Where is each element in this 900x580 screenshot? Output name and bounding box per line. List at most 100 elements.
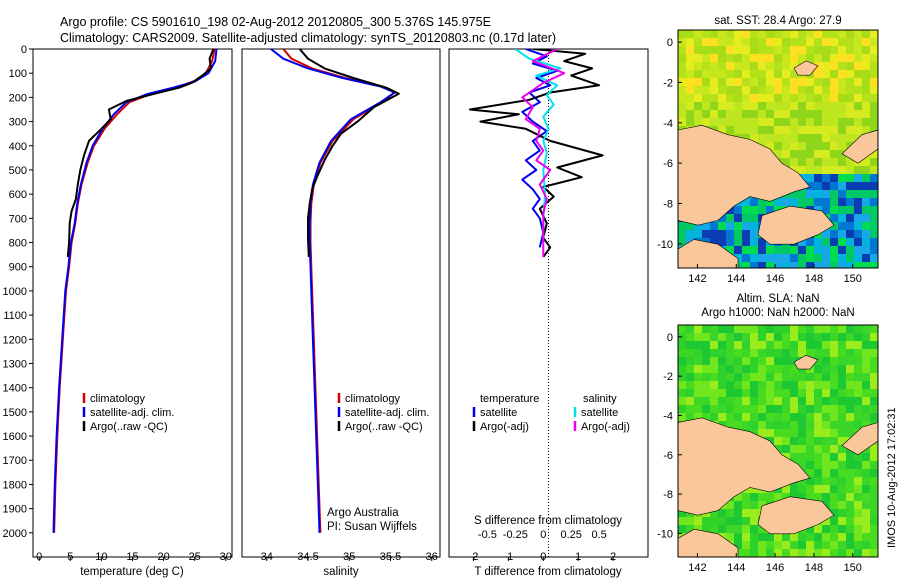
- map-cell: [734, 349, 742, 357]
- map-cell: [750, 102, 758, 110]
- salinity-plot: [270, 49, 400, 533]
- map-cell: [790, 118, 798, 126]
- map-cell: [822, 246, 830, 254]
- map-cell: [806, 437, 814, 445]
- legend-entry-label: satellite-adj. clim.: [345, 407, 429, 419]
- map-cell: [758, 405, 766, 413]
- map-cell: [870, 357, 878, 365]
- map-cell: [822, 365, 830, 373]
- map-cell: [870, 254, 878, 262]
- map-cell: [702, 517, 710, 525]
- map-cell: [742, 413, 750, 421]
- map-cell: [830, 94, 838, 102]
- map-cell: [694, 325, 702, 333]
- map-cell: [806, 134, 814, 142]
- map-cell: [830, 485, 838, 493]
- map-cell: [790, 485, 798, 493]
- map-cell: [766, 142, 774, 150]
- map-cell: [742, 533, 750, 541]
- map-cell: [758, 349, 766, 357]
- map-cell: [694, 30, 702, 38]
- map-cell: [734, 214, 742, 222]
- map-cell: [758, 541, 766, 549]
- map-cell: [838, 190, 846, 198]
- map-cell: [838, 30, 846, 38]
- map-cell: [806, 453, 814, 461]
- map-cell: [694, 62, 702, 70]
- map-cell: [710, 373, 718, 381]
- map-cell: [870, 190, 878, 198]
- map-cell: [846, 405, 854, 413]
- map-cell: [798, 142, 806, 150]
- map-cell: [870, 469, 878, 477]
- temperature-x-ticks: 0 5 10 15 20 25 30: [36, 551, 232, 563]
- map-cell: [766, 206, 774, 214]
- map-cell: [758, 94, 766, 102]
- map-cell: [822, 501, 830, 509]
- map-cell: [734, 230, 742, 238]
- map-cell: [806, 158, 814, 166]
- map-cell: [702, 70, 710, 78]
- map-cell: [846, 118, 854, 126]
- map-cell: [766, 134, 774, 142]
- map-cell: [734, 206, 742, 214]
- map-cell: [798, 254, 806, 262]
- map-cell: [830, 349, 838, 357]
- map-cell: [742, 357, 750, 365]
- map-cell: [854, 333, 862, 341]
- map-cell: [678, 397, 686, 405]
- map-cell: [678, 238, 686, 246]
- map-cell: [726, 110, 734, 118]
- map-cell: [854, 413, 862, 421]
- map-cell: [806, 102, 814, 110]
- map-cell: [750, 501, 758, 509]
- map-cell: [758, 397, 766, 405]
- map-y-tick-label: -2: [663, 77, 673, 89]
- map-cell: [750, 405, 758, 413]
- map-cell: [678, 30, 686, 38]
- map-cell: [838, 525, 846, 533]
- map-cell: [758, 549, 766, 557]
- map-cell: [798, 30, 806, 38]
- map-x-tick-label: 142: [688, 562, 706, 574]
- map-cell: [710, 94, 718, 102]
- map-cell: [798, 461, 806, 469]
- map-x-tick-label: 150: [844, 562, 862, 574]
- map-cell: [726, 413, 734, 421]
- map-cell: [838, 174, 846, 182]
- map-cell: [742, 381, 750, 389]
- map-cell: [742, 421, 750, 429]
- map-cell: [798, 477, 806, 485]
- map-cell: [790, 110, 798, 118]
- depth-tick-label: 100: [9, 68, 27, 80]
- map-cell: [862, 126, 870, 134]
- map-cell: [718, 405, 726, 413]
- map-cell: [838, 541, 846, 549]
- map-cell: [798, 325, 806, 333]
- map-cell: [870, 533, 878, 541]
- map-cell: [678, 62, 686, 70]
- map-cell: [870, 214, 878, 222]
- map-cell: [758, 413, 766, 421]
- depth-tick-label: 1100: [3, 310, 27, 322]
- map-cell: [750, 525, 758, 533]
- map-cell: [710, 333, 718, 341]
- map-cell: [702, 38, 710, 46]
- map-cell: [830, 461, 838, 469]
- map-cell: [862, 517, 870, 525]
- map-cell: [822, 381, 830, 389]
- map-cell: [790, 453, 798, 461]
- map-cell: [822, 238, 830, 246]
- map-cell: [870, 238, 878, 246]
- map-x-tick-label: 148: [805, 562, 823, 574]
- map-cell: [750, 78, 758, 86]
- map-cell: [718, 46, 726, 54]
- map-cell: [742, 86, 750, 94]
- map-cell: [742, 405, 750, 413]
- legend-entry-label: satellite: [480, 407, 517, 419]
- map-cell: [758, 78, 766, 86]
- map-cell: [758, 501, 766, 509]
- map-cell: [822, 110, 830, 118]
- map-cell: [838, 262, 846, 268]
